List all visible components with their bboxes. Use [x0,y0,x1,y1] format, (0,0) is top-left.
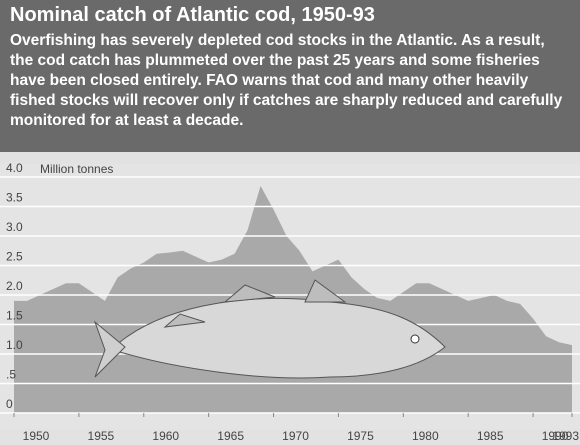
x-tick-label: 1975 [347,429,374,443]
y-tick-label: 3.5 [6,191,23,205]
y-tick-label: 4.0 [6,161,23,175]
chart: Million tonnes 0 .5 1.0 1.5 2.0 2.5 3.0 3.5 4.0 1… [0,152,580,445]
y-tick-label: 1.5 [6,309,23,323]
chart-title: Nominal catch of Atlantic cod, 1950-93 [10,4,570,27]
y-tick-label: 0 [6,397,13,411]
x-tick-label: 1965 [217,429,244,443]
x-tick-label: 1955 [88,429,115,443]
y-tick-label: 3.0 [6,220,23,234]
y-axis-label: Million tonnes [40,162,113,176]
x-tick-label: 1993 [552,429,579,443]
x-tick-label: 1960 [152,429,179,443]
chart-subtitle: Overfishing has severely depleted cod st… [10,31,570,131]
fish-eye [411,335,419,343]
y-tick-label: 1.0 [6,338,23,352]
x-tick-label: 1985 [477,429,504,443]
x-tick-label: 1980 [412,429,439,443]
header: Nominal catch of Atlantic cod, 1950-93 O… [0,0,580,152]
y-tick-label: .5 [6,368,16,382]
page: Nominal catch of Atlantic cod, 1950-93 O… [0,0,580,445]
x-tick-label: 1950 [23,429,50,443]
y-tick-label: 2.0 [6,279,23,293]
x-tick-label: 1970 [282,429,309,443]
y-tick-label: 2.5 [6,250,23,264]
